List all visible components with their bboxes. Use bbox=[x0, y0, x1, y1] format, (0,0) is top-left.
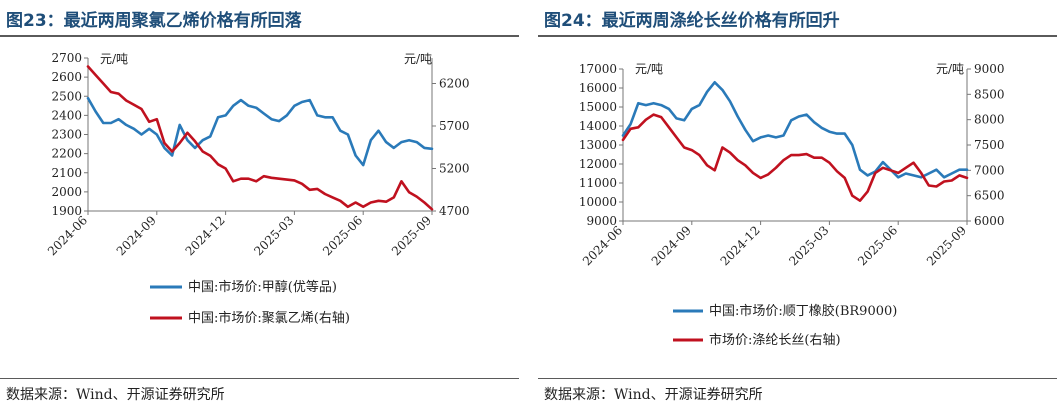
y-tick-label-right: 6500 bbox=[974, 189, 1005, 203]
y-tick-label-left: 2600 bbox=[51, 70, 82, 84]
x-tick-label: 2025-09 bbox=[924, 223, 969, 268]
x-tick-label: 2024-09 bbox=[649, 223, 694, 268]
x-tick-label: 2025-09 bbox=[389, 213, 434, 258]
x-tick-label: 2024-06 bbox=[580, 223, 625, 268]
x-tick-label: 2025-03 bbox=[786, 223, 831, 268]
x-tick-label: 2024-12 bbox=[183, 213, 228, 258]
y-tick-label-right: 7500 bbox=[974, 138, 1005, 152]
x-tick-label: 2024-12 bbox=[718, 223, 763, 268]
y-tick-label-right: 8000 bbox=[974, 113, 1005, 127]
title-divider bbox=[0, 35, 519, 37]
series-line-1 bbox=[621, 113, 969, 202]
x-tick-label: 2025-06 bbox=[320, 213, 365, 258]
x-tick-label: 2024-06 bbox=[45, 213, 90, 258]
y-tick-label-left: 10000 bbox=[579, 195, 617, 209]
legend-label-0: 中国:市场价:甲醇(优等品) bbox=[188, 279, 337, 295]
series-line-0 bbox=[86, 96, 434, 167]
chart-panel-polyester: 图24：最近两周涤纶长丝价格有所回升 9000 10000 11000 12000 13… bbox=[538, 0, 1057, 408]
y-tick-label-right: 6200 bbox=[439, 77, 470, 91]
y-tick-label-right: 8500 bbox=[974, 87, 1005, 101]
source-divider bbox=[538, 378, 1057, 379]
y-tick-label-left: 2200 bbox=[51, 147, 82, 161]
y-tick-label-right: 5200 bbox=[439, 162, 470, 176]
y-tick-label-right: 9000 bbox=[974, 62, 1005, 76]
figure-title: 图24：最近两周涤纶长丝价格有所回升 bbox=[544, 11, 840, 31]
y-tick-label-left: 15000 bbox=[579, 100, 617, 114]
series-line-0 bbox=[621, 81, 969, 179]
y-tick-label-left: 17000 bbox=[579, 62, 617, 76]
y-tick-label-left: 2100 bbox=[51, 166, 82, 180]
y-tick-label-right: 7000 bbox=[974, 163, 1005, 177]
legend-label-1: 中国:市场价:聚氯乙烯(右轴) bbox=[188, 310, 350, 326]
unit-label-right: 元/吨 bbox=[936, 62, 964, 76]
y-tick-label-left: 16000 bbox=[579, 81, 617, 95]
unit-label-left: 元/吨 bbox=[100, 52, 128, 66]
legend-label-1: 市场价:涤纶长丝(右轴) bbox=[709, 332, 841, 348]
unit-label-right: 元/吨 bbox=[404, 52, 432, 66]
unit-label-left: 元/吨 bbox=[635, 62, 663, 76]
y-tick-label-left: 2700 bbox=[51, 51, 82, 65]
title-divider bbox=[538, 35, 1057, 37]
y-tick-label-right: 5700 bbox=[439, 119, 470, 133]
figure-title: 图23：最近两周聚氯乙烯价格有所回落 bbox=[6, 11, 302, 31]
series-line-1 bbox=[86, 65, 434, 211]
data-source: 数据来源：Wind、开源证券研究所 bbox=[6, 387, 225, 403]
y-tick-label-right: 6000 bbox=[974, 214, 1005, 228]
x-tick-label: 2025-03 bbox=[251, 213, 296, 258]
x-tick-label: 2025-06 bbox=[855, 223, 900, 268]
y-tick-label-left: 2300 bbox=[51, 128, 82, 142]
line-chart-polyester: 9000 10000 11000 12000 13000 14000 15000 16000 1… bbox=[579, 62, 1005, 348]
y-tick-label-left: 9000 bbox=[586, 214, 617, 228]
y-tick-label-left: 2000 bbox=[51, 185, 82, 199]
y-tick-label-left: 12000 bbox=[579, 157, 617, 171]
y-tick-label-left: 2500 bbox=[51, 89, 82, 103]
x-tick-label: 2024-09 bbox=[114, 213, 159, 258]
legend-label-0: 中国:市场价:顺丁橡胶(BR9000) bbox=[709, 303, 897, 319]
source-divider bbox=[0, 378, 519, 379]
y-tick-label-left: 14000 bbox=[579, 119, 617, 133]
y-tick-label-left: 13000 bbox=[579, 138, 617, 152]
y-tick-label-left: 1900 bbox=[51, 204, 82, 218]
y-tick-label-right: 4700 bbox=[439, 204, 470, 218]
y-tick-label-left: 11000 bbox=[579, 176, 617, 190]
y-tick-label-left: 2400 bbox=[51, 108, 82, 122]
chart-panel-pvc: 图23：最近两周聚氯乙烯价格有所回落 1900 2000 2100 2200 2300 2… bbox=[0, 0, 519, 408]
line-chart-pvc: 1900 2000 2100 2200 2300 2400 2500 2600 2700 4700… bbox=[45, 51, 470, 326]
data-source: 数据来源：Wind、开源证券研究所 bbox=[544, 387, 763, 403]
